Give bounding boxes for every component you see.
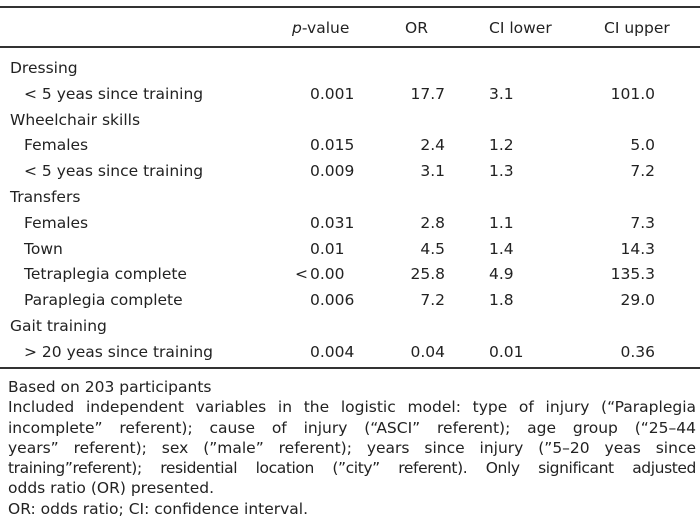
table-group-row: Transfers [0,185,700,210]
ci-upper-cell: 29.0 [620,291,655,310]
note-line: incomplete” referent); cause of injury (… [8,418,696,437]
header-p-value: p-value [292,16,349,41]
row-label: < 5 yeas since training [24,84,204,103]
p-value-cell: <0.00 [295,262,345,287]
ci-upper-cell: 135.3 [610,265,655,284]
row-label: Town [24,239,63,258]
ci-lower-cell: 1.4 [489,239,514,258]
top-rule [0,6,700,8]
p-value-cell: 0.01 [310,239,345,258]
table-row: < 5 yeas since training 0.001 17.7 3.1 101.0 [0,82,700,107]
table-row: Tetraplegia complete <0.00 25.8 4.9 135.3 [0,262,700,287]
row-label: Tetraplegia complete [24,265,187,284]
row-label: < 5 yeas since training [24,162,204,181]
row-label: > 20 yeas since training [24,342,214,361]
or-cell: 2.8 [420,213,445,232]
or-cell: 25.8 [410,265,445,284]
note-line: odds ratio (OR) presented. [8,479,215,498]
header-rule [0,46,700,48]
note-line: years” referent); sex (”male” referent);… [8,438,696,457]
or-cell: 3.1 [420,162,445,181]
group-label: Wheelchair skills [10,110,141,129]
bottom-rule [0,367,700,369]
ci-lower-cell: 1.8 [489,291,514,310]
ci-upper-cell: 7.2 [630,162,655,181]
ci-upper-cell: 14.3 [620,239,655,258]
group-label: Dressing [10,59,78,77]
table-row: Females 0.015 2.4 1.2 5.0 [0,133,700,158]
ci-upper-cell: 5.0 [630,136,655,155]
table-group-row: Wheelchair skills [0,108,700,133]
p-value-cell: 0.009 [310,162,355,181]
note-line: Included independent variables in the lo… [8,398,696,417]
or-cell: 0.04 [410,342,445,361]
table-row: < 5 yeas since training 0.009 3.1 1.3 7.2 [0,159,700,184]
table-row: > 20 yeas since training 0.004 0.04 0.01 0.3… [0,340,700,365]
or-cell: 7.2 [420,291,445,310]
note-line: OR: odds ratio; CI: confidence interval. [8,499,309,518]
group-label: Gait training [10,317,107,335]
ci-lower-cell: 1.1 [489,213,514,232]
ci-lower-cell: 1.3 [489,162,514,181]
ci-lower-cell: 0.01 [489,342,524,361]
or-cell: 2.4 [420,136,445,155]
table-row: Females 0.031 2.8 1.1 7.3 [0,211,700,236]
table-group-row: Dressing [0,56,700,81]
p-value-cell: 0.006 [310,291,355,310]
note-line: Based on 203 participants [8,378,212,396]
row-label: Females [24,213,89,232]
or-cell: 17.7 [410,84,445,103]
table-row: Paraplegia complete 0.006 7.2 1.8 29.0 [0,288,700,313]
note-line: training”referent); residential location… [8,459,696,478]
p-value-cell: 0.004 [310,342,355,361]
ci-upper-cell: 7.3 [630,213,655,232]
ci-lower-cell: 3.1 [489,84,514,103]
table-header: p-value OR CI lower CI upper [0,16,700,41]
row-label: Paraplegia complete [24,291,183,310]
header-ci-lower: CI lower [489,19,552,37]
p-value-cell: 0.001 [310,84,355,103]
header-p-suffix: -value [301,19,350,37]
group-label: Transfers [10,188,81,206]
p-value-text: 0.00 [310,265,345,284]
ci-lower-cell: 1.2 [489,136,514,155]
header-or: OR [405,19,428,37]
p-value-cell: 0.031 [310,213,355,232]
header-p-italic: p [292,19,302,37]
ci-upper-cell: 0.36 [620,342,655,361]
table-row: Town 0.01 4.5 1.4 14.3 [0,237,700,262]
or-cell: 4.5 [420,239,445,258]
table-notes: Based on 203 participants Included indep… [8,377,696,519]
ci-upper-cell: 101.0 [610,84,655,103]
row-label: Females [24,136,89,155]
header-ci-upper: CI upper [604,19,670,37]
table-group-row: Gait training [0,314,700,339]
p-value-cell: 0.015 [310,136,355,155]
ci-lower-cell: 4.9 [489,265,514,284]
less-than-sign: < [295,265,308,284]
